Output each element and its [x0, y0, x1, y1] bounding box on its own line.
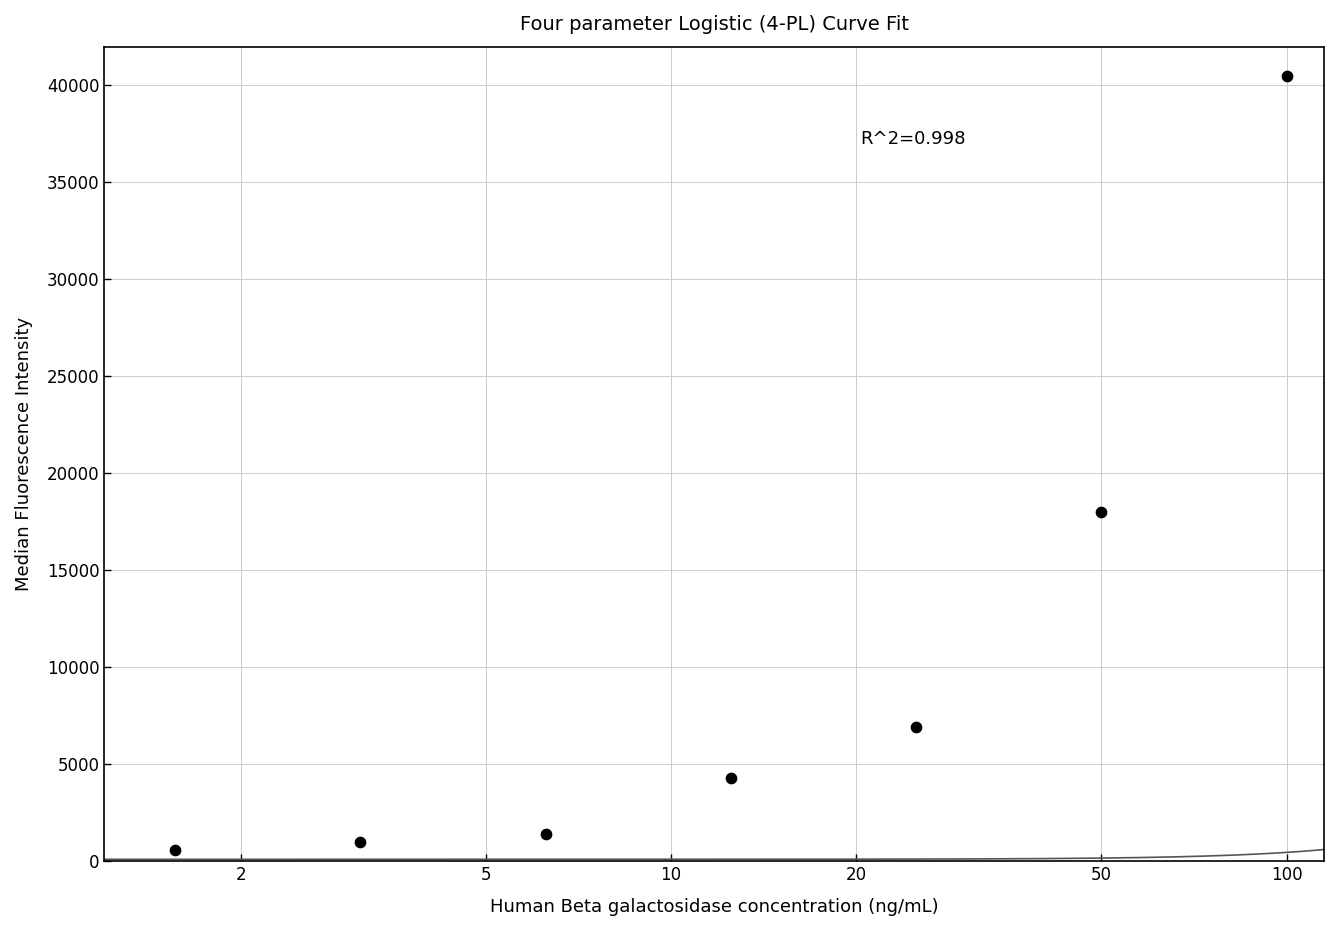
- Y-axis label: Median Fluorescence Intensity: Median Fluorescence Intensity: [15, 317, 33, 591]
- Point: [349, 834, 371, 849]
- Text: R^2=0.998: R^2=0.998: [861, 130, 965, 148]
- Point: [1091, 505, 1113, 519]
- Point: [165, 843, 186, 857]
- Point: [720, 771, 742, 786]
- Title: Four parameter Logistic (4-PL) Curve Fit: Four parameter Logistic (4-PL) Curve Fit: [520, 15, 909, 34]
- X-axis label: Human Beta galactosidase concentration (ng/mL): Human Beta galactosidase concentration (…: [490, 898, 939, 916]
- Point: [1276, 68, 1297, 83]
- Point: [534, 827, 556, 842]
- Point: [905, 720, 927, 735]
